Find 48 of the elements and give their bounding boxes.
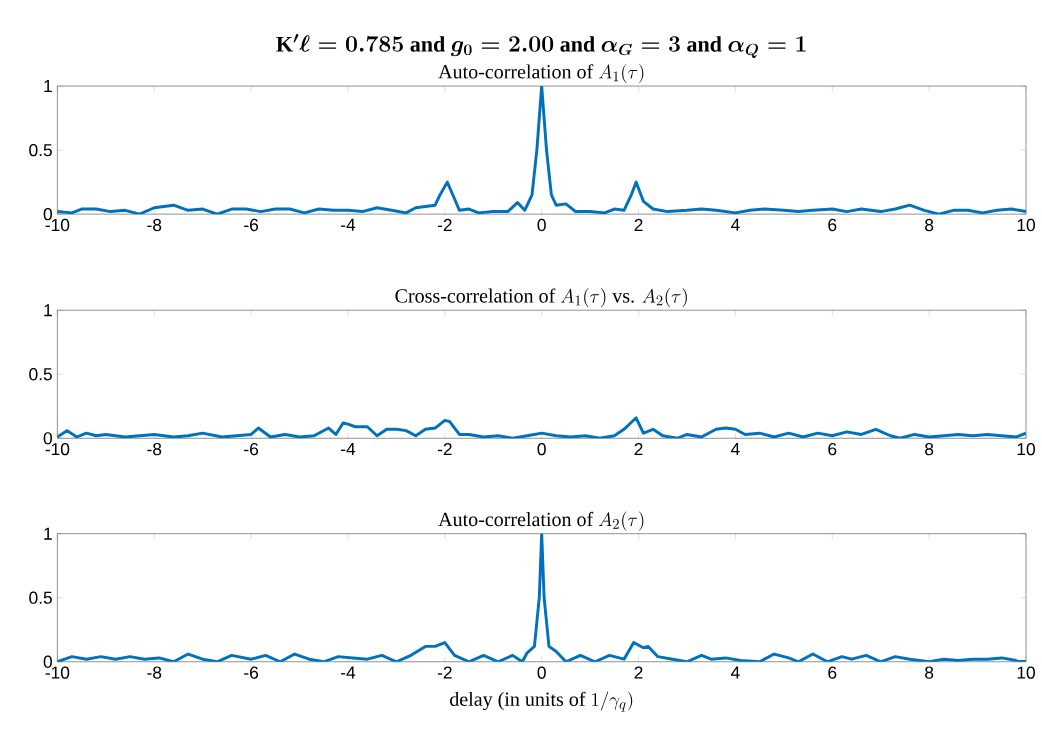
x-tick-label: -10: [45, 666, 70, 679]
line-series: [57, 86, 1026, 215]
x-tick-label: -6: [244, 666, 259, 679]
chart-title: $\text{Cross-correlation of } A_1(\tau) \text{ vs. } A_2(\tau)$: [395, 288, 687, 308]
x-tick-label: -2: [437, 218, 452, 231]
x-tick-label: -8: [147, 442, 162, 456]
x-tick-label: 10: [1017, 442, 1035, 456]
x-tick-label: -2: [437, 666, 452, 679]
x-tick-label: 10: [1017, 218, 1035, 232]
x-tick-label: 4: [730, 666, 740, 679]
x-tick-label: -6: [244, 442, 259, 456]
x-tick-label: 0: [537, 218, 546, 232]
x-tick-label: 8: [925, 218, 934, 232]
y-tick-label: 0.5: [29, 591, 52, 604]
x-tick-label: 4: [730, 442, 740, 455]
chart-subtitle: $\text{Auto-correlation of } A_1(\tau)$: [438, 63, 644, 84]
line-series: [57, 416, 1026, 439]
line-series: [57, 533, 1026, 662]
x-tick-label: 4: [730, 218, 740, 231]
y-tick-label: 0: [43, 432, 52, 445]
y-tick-label: 0.5: [29, 143, 52, 157]
x-tick-label: -8: [147, 666, 162, 679]
x-tick-label: -4: [341, 666, 356, 679]
x-tick-label: 2: [634, 442, 643, 456]
x-tick-label: -10: [45, 442, 70, 456]
x-tick-label: 0: [537, 442, 546, 456]
chart-title: $\mathrm{K}^{\prime}\ell = 0.785 \text{ and } g_0 = 2.00 \text{ and } \alpha_G = 3 \text{ and } \alpha_Q = 1$: [276, 34, 806, 58]
x-tick-label: -2: [437, 442, 452, 456]
x-tick-label: -6: [244, 218, 259, 232]
y-tick-label: 1: [44, 527, 52, 540]
x-tick-label: -4: [341, 218, 356, 231]
x-tick-label: 0: [537, 666, 546, 679]
x-tick-label: 8: [925, 666, 934, 679]
y-tick-label: 1: [44, 304, 52, 317]
x-tick-label: 6: [828, 442, 837, 456]
x-tick-label: 6: [828, 666, 837, 679]
x-tick-label: 8: [925, 442, 934, 456]
y-tick-label: 0.5: [29, 368, 52, 381]
y-tick-label: 1: [44, 80, 52, 92]
x-tick-label: -8: [147, 218, 162, 232]
x-tick-label: 2: [634, 218, 643, 231]
chart-title: $\text{Auto-correlation of } A_2(\tau)$: [438, 511, 644, 531]
x-axis-title: $\text{delay (in units of } 1/\gamma_q)$: [450, 691, 633, 712]
y-tick-label: 0: [43, 655, 52, 668]
x-tick-label: 2: [634, 666, 643, 679]
x-tick-label: 10: [1017, 666, 1035, 679]
x-tick-label: 6: [828, 218, 837, 232]
x-tick-label: -4: [341, 442, 356, 455]
